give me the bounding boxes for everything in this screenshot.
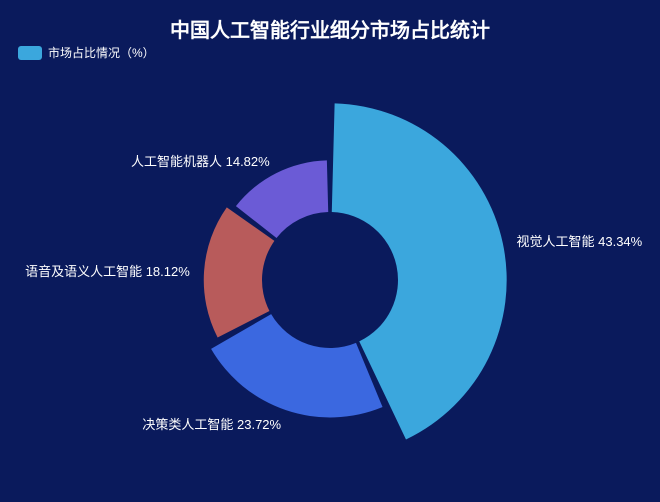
slice-1[interactable] [211,314,382,417]
chart-container: 中国人工智能行业细分市场占比统计 市场占比情况（%） 视觉人工智能 43.34%… [0,0,660,502]
chart-title: 中国人工智能行业细分市场占比统计 [0,14,660,43]
legend-label: 市场占比情况（%） [48,44,155,61]
chart-area: 视觉人工智能 43.34% 决策类人工智能 23.72% 语音及语义人工智能 18.… [0,60,660,500]
rose-chart-svg [0,60,660,500]
slice-label-0: 视觉人工智能 43.34% [517,231,643,250]
legend-swatch [18,46,42,60]
slice-label-2: 语音及语义人工智能 18.12% [25,261,190,280]
slice-label-3: 人工智能机器人 14.82% [131,151,270,170]
legend: 市场占比情况（%） [18,44,155,61]
slice-label-1: 决策类人工智能 23.72% [142,414,281,433]
